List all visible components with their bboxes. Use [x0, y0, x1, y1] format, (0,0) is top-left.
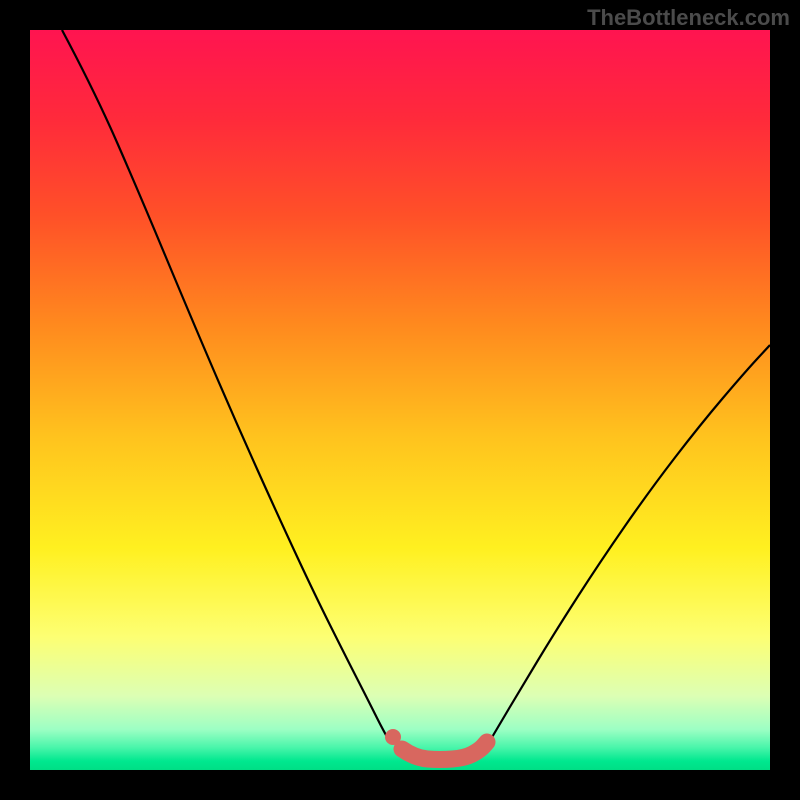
curve-bottom-segment	[402, 742, 487, 760]
curve-layer	[0, 0, 800, 800]
curve-left-branch	[62, 30, 391, 744]
chart-container: TheBottleneck.com	[0, 0, 800, 800]
curve-right-branch	[488, 345, 770, 744]
watermark-text: TheBottleneck.com	[587, 5, 790, 31]
